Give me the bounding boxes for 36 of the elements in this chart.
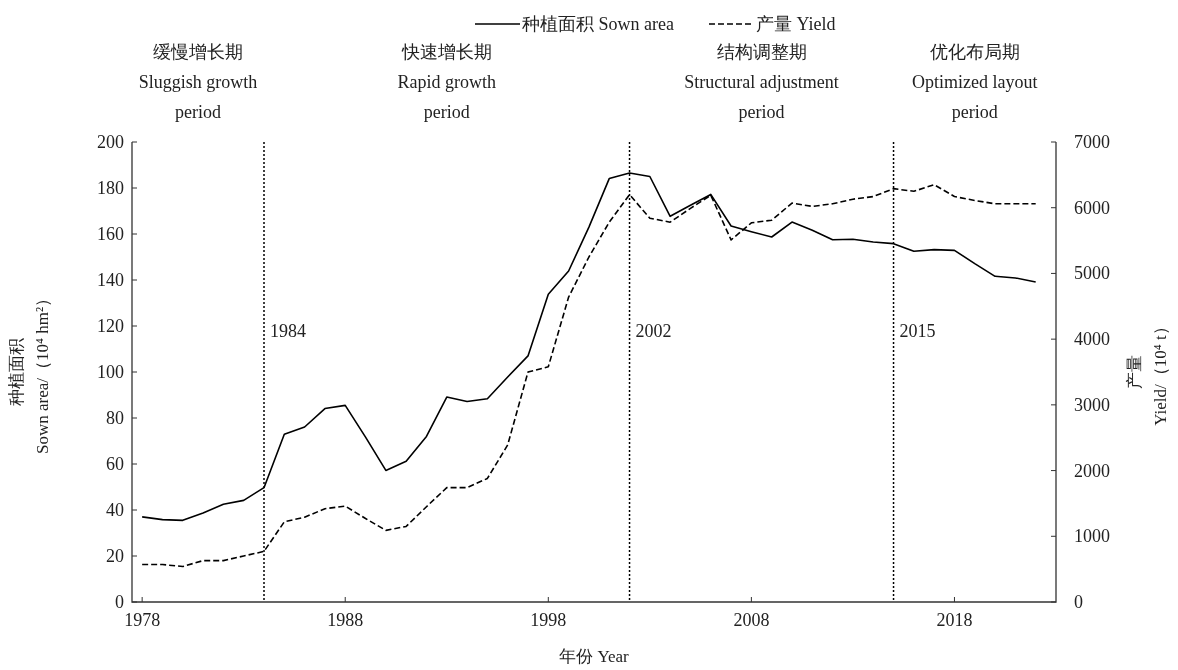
y2-tick-label: 7000 xyxy=(1074,132,1110,152)
y2-tick-label: 0 xyxy=(1074,592,1083,612)
y2-tick-label: 1000 xyxy=(1074,526,1110,547)
text: 优化布局期 Optimized layout period xyxy=(912,42,1038,122)
x-tick-label: 2018 xyxy=(936,610,973,630)
legend-label: 种植面积 Sown area xyxy=(522,14,674,34)
x-tick-label: 1978 xyxy=(124,610,161,630)
y2-tick-label: 6000 xyxy=(1074,197,1110,218)
y2-tick-label: 4000 xyxy=(1074,329,1110,350)
y-tick-label: 140 xyxy=(97,270,124,290)
text: 结构调整期 Structural adjustment period xyxy=(684,42,839,122)
x-tick-label: 2008 xyxy=(733,610,770,630)
y-tick-label: 100 xyxy=(97,362,124,382)
ref-line-label: 2002 xyxy=(635,321,672,341)
y-tick-label: 180 xyxy=(97,178,124,198)
y-tick-label: 40 xyxy=(106,500,124,520)
y-axis-title: 种植面积 Sown area/（10⁴ hm²） xyxy=(7,290,52,454)
x-tick-label: 1998 xyxy=(530,610,567,630)
y2-tick-label: 2000 xyxy=(1074,460,1110,481)
y-tick-label: 60 xyxy=(106,454,124,474)
y-tick-label: 20 xyxy=(106,546,124,566)
y-tick-label: 80 xyxy=(106,408,124,428)
y2-axis-title: 产量 Yield/（10⁴ t） xyxy=(1125,318,1170,426)
ref-line-label: 1984 xyxy=(270,321,306,341)
legend-label: 产量 Yield xyxy=(755,14,836,34)
y2-tick-label: 3000 xyxy=(1074,394,1110,415)
y-tick-label: 200 xyxy=(97,132,124,152)
ref-line-label: 2015 xyxy=(899,321,936,341)
y-tick-label: 160 xyxy=(97,224,124,244)
y-tick-label: 0 xyxy=(115,592,124,612)
y-tick-label: 120 xyxy=(97,316,124,336)
text: 缓慢增长期 Sluggish growth period xyxy=(138,42,258,122)
text: 快速增长期 Rapid growth period xyxy=(397,42,497,122)
y2-tick-label: 5000 xyxy=(1074,263,1110,284)
x-axis-title: 年份 Year xyxy=(559,647,630,666)
x-tick-label: 1988 xyxy=(327,610,364,630)
